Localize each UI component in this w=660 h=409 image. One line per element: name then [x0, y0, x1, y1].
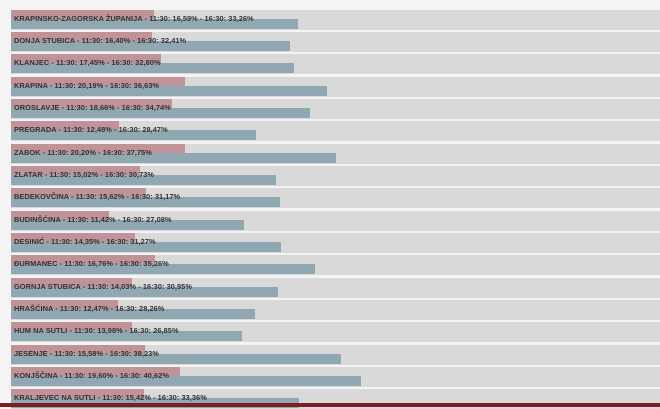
row-label: KRAPINSKO-ZAGORSKA ŽUPANIJA - 11:30: 16,…: [14, 13, 254, 23]
row-label: DONJA STUBICA - 11:30: 16,40% - 16:30: 3…: [14, 35, 187, 45]
chart-row: DONJA STUBICA - 11:30: 16,40% - 16:30: 3…: [11, 31, 660, 52]
bar-1130: [11, 322, 132, 333]
bar-1630: [11, 130, 257, 141]
bar-1630: [11, 107, 311, 118]
chart-row: HUM NA SUTLI - 11:30: 13,98% - 16:30: 26…: [11, 322, 660, 343]
bottom-strip: [0, 403, 660, 407]
chart-row: KONJŠČINA - 11:30: 19,60% - 16:30: 40,62…: [11, 367, 660, 388]
row-label: HUM NA SUTLI - 11:30: 13,98% - 16:30: 26…: [14, 326, 179, 336]
bar-1630: [11, 40, 291, 51]
row-label: ĐURMANEC - 11:30: 16,76% - 16:30: 35,26%: [14, 259, 169, 269]
chart-row: KLANJEC - 11:30: 17,45% - 16:30: 32,80%: [11, 54, 660, 75]
bar-1630: [11, 174, 276, 185]
bar-1630: [11, 264, 315, 275]
bar-1630: [11, 219, 245, 230]
row-label: PREGRADA - 11:30: 12,48% - 16:30: 28,47%: [14, 125, 168, 135]
chart-row: GORNJA STUBICA - 11:30: 14,03% - 16:30: …: [11, 277, 660, 298]
row-label: JESENJE - 11:30: 15,58% - 16:30: 38,23%: [14, 348, 159, 358]
bar-1130: [11, 165, 141, 176]
row-label: ZABOK - 11:30: 20,20% - 16:30: 37,75%: [14, 147, 152, 157]
row-label: KRALJEVEC NA SUTLI - 11:30: 15,42% - 16:…: [14, 393, 207, 403]
row-label: DESINIĆ - 11:30: 14,35% - 16:30: 31,27%: [14, 237, 156, 246]
bar-1130: [11, 121, 119, 132]
chart-row: KRAPINA - 11:30: 20,19% - 16:30: 36,63%: [11, 76, 660, 97]
chart-row: PREGRADA - 11:30: 12,48% - 16:30: 28,47%: [11, 121, 660, 142]
chart-row: JESENJE - 11:30: 15,58% - 16:30: 38,23%: [11, 344, 660, 365]
bar-1130: [11, 98, 172, 109]
bar-1130: [11, 344, 146, 355]
bar-1630: [11, 63, 294, 74]
bar-1130: [11, 31, 153, 42]
bar-1630: [11, 85, 327, 96]
row-label: OROSLAVJE - 11:30: 18,66% - 16:30: 34,74…: [14, 102, 171, 112]
row-label: KRAPINA - 11:30: 20,19% - 16:30: 36,63%: [14, 80, 160, 90]
bar-1130: [11, 9, 154, 20]
bar-1130: [11, 188, 146, 199]
chart-row: ZLATAR - 11:30: 15,02% - 16:30: 30,73%: [11, 165, 660, 186]
row-label: KONJŠČINA - 11:30: 19,60% - 16:30: 40,62…: [14, 371, 169, 381]
bar-1130: [11, 143, 186, 154]
row-label: BEDEKOVČINA - 11:30: 15,62% - 16:30: 31,…: [14, 192, 181, 202]
bar-1630: [11, 242, 281, 252]
row-label: KLANJEC - 11:30: 17,45% - 16:30: 32,80%: [14, 58, 161, 68]
bar-1630: [11, 331, 243, 342]
bar-1130: [11, 255, 156, 266]
chart-row: OROSLAVJE - 11:30: 18,66% - 16:30: 34,74…: [11, 98, 660, 119]
row-label: GORNJA STUBICA - 11:30: 14,03% - 16:30: …: [14, 281, 192, 291]
bar-1630: [11, 286, 278, 297]
row-label: HRAŠĆINA - 11:30: 12,47% - 16:30: 28,26%: [14, 304, 165, 314]
chart-row: BEDEKOVČINA - 11:30: 15,62% - 16:30: 31,…: [11, 188, 660, 209]
chart-row: KRAPINSKO-ZAGORSKA ŽUPANIJA - 11:30: 16,…: [11, 9, 660, 30]
bar-1630: [11, 152, 337, 163]
bar-1130: [11, 277, 132, 288]
bar-1130: [11, 389, 144, 400]
chart-row: ĐURMANEC - 11:30: 16,76% - 16:30: 35,26%: [11, 255, 660, 276]
bar-1130: [11, 210, 110, 221]
chart-row: DESINIĆ - 11:30: 14,35% - 16:30: 31,27%: [11, 233, 660, 253]
bar-1130: [11, 233, 135, 243]
bar-1630: [11, 376, 362, 387]
bar-1630: [11, 353, 341, 364]
bar-1630: [11, 18, 298, 29]
row-label: ZLATAR - 11:30: 15,02% - 16:30: 30,73%: [14, 169, 155, 179]
bar-1130: [11, 367, 180, 378]
chart-row: BUDINŠĆINA - 11:30: 11,42% - 16:30: 27,0…: [11, 210, 660, 231]
bar-1130: [11, 300, 119, 311]
chart-row: HRAŠĆINA - 11:30: 12,47% - 16:30: 28,26%: [11, 300, 660, 321]
bar-1130: [11, 54, 162, 65]
bar-1630: [11, 197, 280, 208]
chart-row: ZABOK - 11:30: 20,20% - 16:30: 37,75%: [11, 143, 660, 164]
bar-1630: [11, 309, 255, 320]
bar-1130: [11, 76, 186, 87]
row-label: BUDINŠĆINA - 11:30: 11,42% - 16:30: 27,0…: [14, 214, 172, 224]
